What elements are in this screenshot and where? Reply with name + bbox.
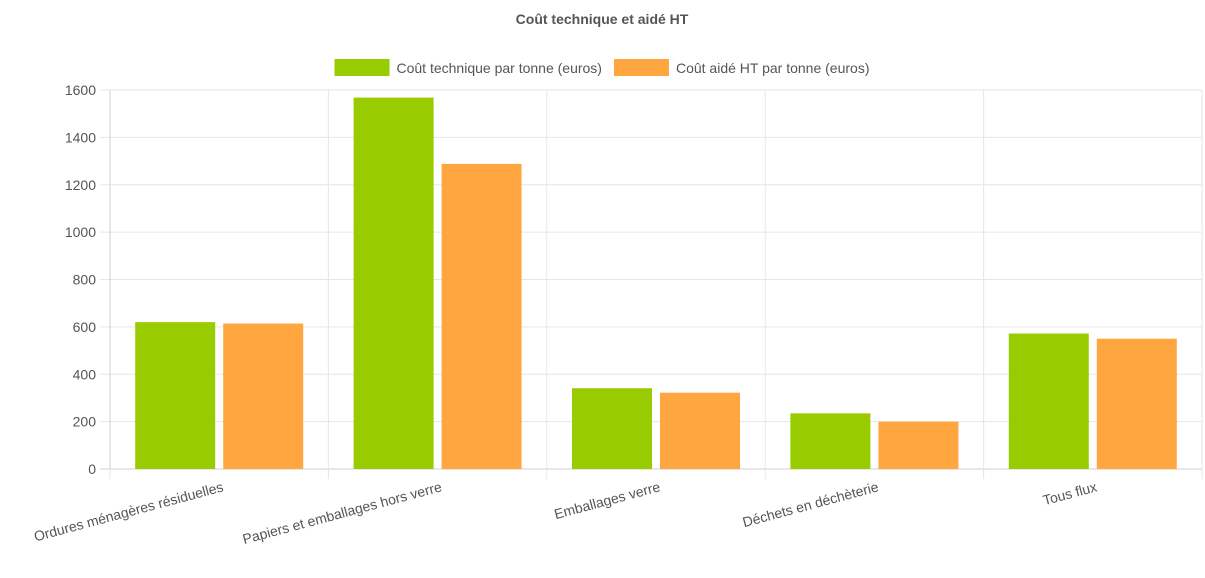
y-tick-label: 200	[73, 414, 97, 430]
y-tick-label: 1200	[65, 177, 96, 193]
y-tick-label: 600	[73, 319, 97, 335]
bar-cout-aide-1[interactable]	[441, 163, 522, 469]
legend-swatch[interactable]	[613, 59, 669, 76]
x-tick-label: Papiers et emballages hors verre	[241, 478, 444, 547]
x-tick-label: Emballages verre	[552, 478, 662, 522]
bar-cout-technique-3[interactable]	[790, 413, 871, 469]
bar-cout-aide-0[interactable]	[223, 323, 304, 469]
bars	[135, 97, 1177, 469]
legend-swatch[interactable]	[334, 59, 390, 76]
y-tick-label: 1400	[65, 129, 96, 145]
y-tick-label: 0	[88, 461, 96, 477]
legend: Coût technique par tonne (euros) Coût aid…	[334, 59, 870, 76]
bar-cout-aide-4[interactable]	[1096, 338, 1177, 469]
legend-label[interactable]: Coût aidé HT par tonne (euros)	[676, 60, 870, 76]
y-tick-label: 1600	[65, 82, 96, 98]
x-axis: Ordures ménagères résiduelles Papiers et …	[32, 478, 1098, 547]
y-axis: 0 200 400 600 800 1000 1200 1400 1600	[65, 82, 111, 477]
chart-title: Coût technique et aidé HT	[516, 11, 689, 27]
x-tick-label: Déchets en déchèterie	[741, 478, 881, 530]
bar-cout-technique-4[interactable]	[1008, 333, 1089, 469]
y-tick-label: 400	[73, 366, 97, 382]
x-tick-label: Ordures ménagères résiduelles	[32, 478, 225, 544]
bar-cout-aide-3[interactable]	[878, 421, 959, 469]
y-tick-label: 800	[73, 272, 97, 288]
legend-label[interactable]: Coût technique par tonne (euros)	[397, 60, 602, 76]
bar-cout-technique-2[interactable]	[572, 388, 652, 469]
bar-cout-technique-1[interactable]	[353, 97, 434, 469]
bar-cout-technique-0[interactable]	[135, 322, 216, 469]
bar-cout-aide-2[interactable]	[660, 392, 740, 469]
x-tick-label: Tous flux	[1041, 478, 1099, 508]
y-tick-label: 1000	[65, 224, 96, 240]
